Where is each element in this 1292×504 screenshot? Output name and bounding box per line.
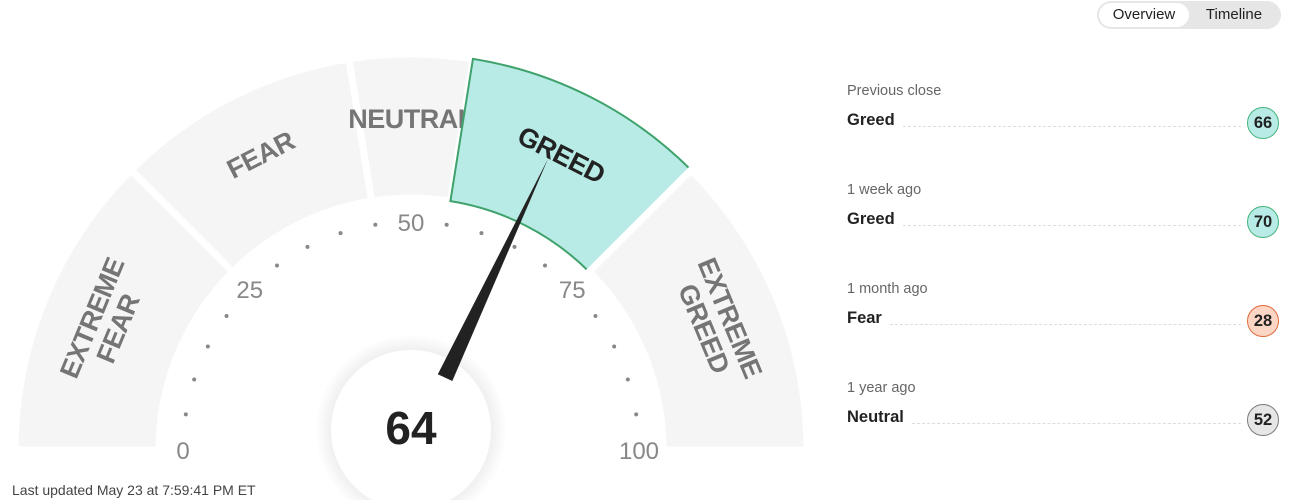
history-when: 1 year ago — [847, 380, 916, 396]
fear-greed-gauge: EXTREMEFEARFEARNEUTRALGREEDEXTREMEGREED0… — [54, 57, 811, 500]
dotted-leader — [889, 323, 1241, 325]
tick-label: 50 — [398, 210, 425, 237]
tick-dot — [192, 377, 197, 382]
tick-label: 75 — [559, 277, 586, 304]
tick-label: 0 — [176, 438, 189, 465]
tick-dot — [479, 231, 484, 236]
dotted-leader — [902, 224, 1241, 226]
tick-dot — [305, 244, 310, 249]
history-item: 1 year ago Neutral 52 — [847, 380, 1279, 436]
history-value-badge: 52 — [1247, 404, 1279, 436]
last-updated: Last updated May 23 at 7:59:41 PM ET — [12, 482, 256, 498]
history-value-badge: 70 — [1247, 206, 1279, 238]
tab-overview[interactable]: Overview — [1099, 3, 1189, 27]
history-when: 1 week ago — [847, 182, 922, 198]
tick-dot — [338, 231, 343, 236]
tab-timeline[interactable]: Timeline — [1205, 6, 1263, 23]
tick-label: 25 — [236, 277, 263, 304]
history-item: 1 month ago Fear 28 — [847, 281, 1279, 337]
history-rating: Fear — [847, 308, 882, 327]
gauge-hub — [331, 349, 491, 500]
history-rating: Greed — [847, 209, 895, 228]
tick-dot — [274, 263, 279, 268]
tick-dot — [444, 222, 449, 227]
tick-dot — [373, 222, 378, 227]
dotted-leader — [902, 125, 1241, 127]
history-item: Previous close Greed 66 — [847, 83, 1279, 139]
history-value-badge: 28 — [1247, 305, 1279, 337]
tick-dot — [593, 313, 598, 318]
tick-label: 100 — [619, 438, 659, 465]
tick-dot — [183, 412, 188, 417]
tick-dot — [543, 263, 548, 268]
gauge-needle — [437, 158, 549, 382]
gauge-value: 64 — [385, 402, 437, 454]
dotted-leader — [911, 422, 1241, 424]
history-when: Previous close — [847, 83, 942, 99]
gauge-segment-extreme-greed — [584, 165, 811, 454]
tick-dot — [625, 377, 630, 382]
history-value-badge: 66 — [1247, 107, 1279, 139]
history-when: 1 month ago — [847, 281, 928, 297]
history-item: 1 week ago Greed 70 — [847, 182, 1279, 238]
tick-dot — [512, 244, 517, 249]
history-rating: Greed — [847, 110, 895, 129]
segment-label: NEUTRAL — [348, 104, 474, 134]
tick-dot — [612, 344, 617, 349]
tick-dot — [205, 344, 210, 349]
history-rating: Neutral — [847, 407, 904, 426]
view-toggle: Overview Timeline — [1097, 1, 1281, 29]
tick-dot — [634, 412, 639, 417]
tick-dot — [224, 313, 229, 318]
